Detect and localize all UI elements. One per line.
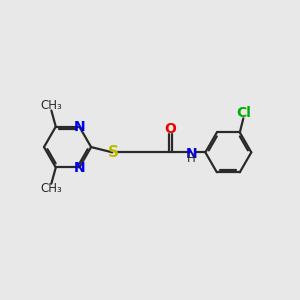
Text: N: N bbox=[74, 161, 86, 175]
Text: O: O bbox=[165, 122, 176, 136]
Text: H: H bbox=[187, 152, 196, 165]
Text: Cl: Cl bbox=[236, 106, 251, 120]
Text: N: N bbox=[186, 146, 197, 161]
Text: CH₃: CH₃ bbox=[40, 99, 62, 112]
Text: N: N bbox=[74, 120, 86, 134]
Text: S: S bbox=[107, 146, 118, 160]
Text: CH₃: CH₃ bbox=[40, 182, 62, 195]
